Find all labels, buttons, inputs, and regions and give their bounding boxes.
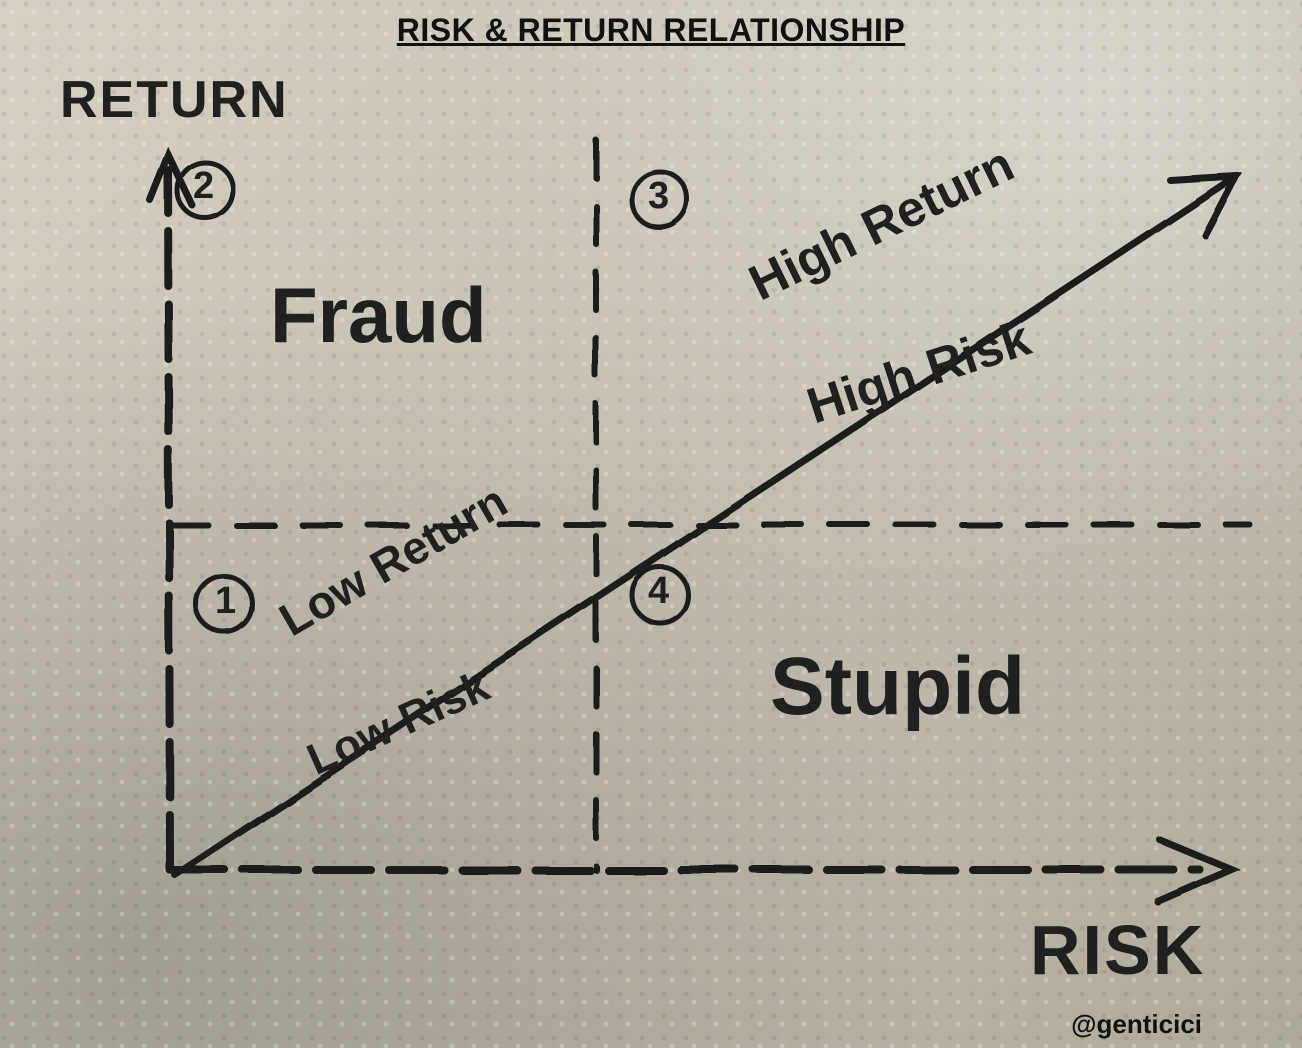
y-axis-label: RETURN: [60, 70, 289, 130]
credit-handle: @genticici: [1071, 1009, 1202, 1040]
napkin-canvas: RISK & RETURN RELATIONSHIP: [0, 0, 1302, 1048]
x-axis-label: RISK: [1030, 910, 1205, 990]
sketch-svg: [0, 0, 1302, 1048]
q2-label: Fraud: [270, 270, 487, 361]
q2-number: 2: [193, 165, 214, 208]
q3-number: 3: [648, 175, 669, 218]
q1-number: 1: [215, 580, 236, 623]
y-axis-line: [168, 170, 170, 870]
q4-number: 4: [648, 570, 669, 613]
q4-label: Stupid: [770, 640, 1025, 734]
